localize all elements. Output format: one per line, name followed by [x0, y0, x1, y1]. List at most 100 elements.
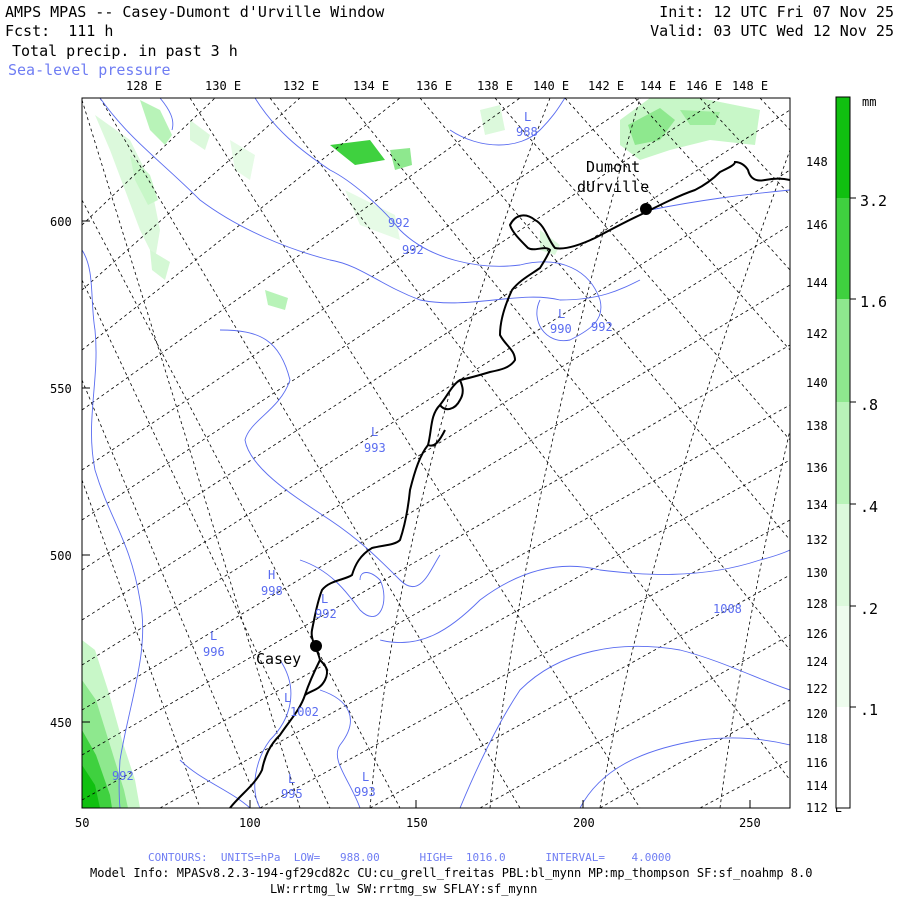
- fcst-label: Fcst:: [5, 22, 51, 40]
- colorbar-label: .4: [860, 498, 878, 516]
- pressure-label: 1008: [713, 602, 742, 616]
- pressure-label: 992: [402, 243, 424, 257]
- lon-label: 140 E: [533, 79, 569, 93]
- edge-label: 126 E: [806, 627, 842, 641]
- stations: Dumont dUrville Casey: [256, 158, 652, 668]
- pressure-label: L: [371, 425, 378, 439]
- y-tick-label: 450: [50, 716, 72, 730]
- edge-label: 116 E: [806, 756, 842, 770]
- lat-lon-grid: [82, 98, 790, 808]
- edge-label: 136 E: [806, 461, 842, 475]
- pressure-label: L: [321, 592, 328, 606]
- coastline: [229, 160, 790, 808]
- edge-label: 142 E: [806, 327, 842, 341]
- edge-label: 132 E: [806, 533, 842, 547]
- colorbar-label: .8: [860, 396, 878, 414]
- colorbar-swatch-1.6: [836, 198, 850, 299]
- edge-label: 118 E: [806, 732, 842, 746]
- colorbar-unit: mm: [862, 95, 876, 109]
- edge-label: 144 E: [806, 276, 842, 290]
- model-info-line2: LW:rrtmg_lw SW:rrtmg_sw SFLAY:sf_mynn: [270, 882, 538, 896]
- fcst-value: 111 h: [68, 22, 114, 40]
- lon-label: 146 E: [686, 79, 722, 93]
- x-tick-label: 200: [573, 816, 595, 830]
- pressure-label: 992: [112, 769, 134, 783]
- x-tick-label: 50: [75, 816, 89, 830]
- lon-label: 132 E: [283, 79, 319, 93]
- pressure-label: 1002: [290, 705, 319, 719]
- pressure-label: 993: [354, 785, 376, 799]
- pressure-label: L: [362, 770, 369, 784]
- edge-label: 114 E: [806, 779, 842, 793]
- pressure-label: 992: [388, 216, 410, 230]
- edge-label: 124 E: [806, 655, 842, 669]
- colorbar-swatch-0.8: [836, 299, 850, 402]
- isobars: [82, 98, 790, 808]
- lon-label: 136 E: [416, 79, 452, 93]
- edge-label: 130 E: [806, 566, 842, 580]
- pressure-label: H: [268, 568, 275, 582]
- edge-label: 138 E: [806, 419, 842, 433]
- pressure-label: 992: [591, 320, 613, 334]
- lon-label: 134 E: [353, 79, 389, 93]
- colorbar-swatch-none: [836, 707, 850, 808]
- colorbar-swatch-3.2: [836, 97, 850, 198]
- precip-shading: [82, 98, 760, 808]
- map-title: AMPS MPAS -- Casey-Dumont d'Urville Wind…: [5, 3, 385, 21]
- top-longitude-labels: 128 E 130 E 132 E 134 E 136 E 138 E 140 …: [126, 79, 768, 93]
- edge-label: 112 E: [806, 801, 842, 815]
- pressure-label: L: [524, 110, 531, 124]
- edge-label: 122 E: [806, 682, 842, 696]
- edge-label: 148 E: [806, 155, 842, 169]
- colorbar-frame: [835, 96, 851, 809]
- y-tick-label: 600: [50, 215, 72, 229]
- pressure-label: 990: [550, 322, 572, 336]
- y-tick-label: 550: [50, 382, 72, 396]
- edge-label: 146 E: [806, 218, 842, 232]
- x-tick-label: 150: [406, 816, 428, 830]
- contour-info: CONTOURS: UNITS=hPa LOW= 988.00 HIGH= 10…: [148, 851, 672, 864]
- edge-label: 128 E: [806, 597, 842, 611]
- pressure-label: L: [288, 772, 295, 786]
- pressure-label: L: [210, 629, 217, 643]
- pressure-label: L: [284, 691, 291, 705]
- lon-label: 144 E: [640, 79, 676, 93]
- station-durville-label: dUrville: [577, 178, 649, 196]
- init-time: Init: 12 UTC Fri 07 Nov 25: [659, 3, 894, 21]
- lon-label: 130 E: [205, 79, 241, 93]
- pressure-label: L: [558, 307, 565, 321]
- lon-label: 138 E: [477, 79, 513, 93]
- pressure-label: 988: [516, 125, 538, 139]
- colorbar-label: 1.6: [860, 293, 887, 311]
- pressure-label: 995: [281, 787, 303, 801]
- pressure-labels: L 988 992 992 L 990 992 L 993 H 998 L 99…: [112, 110, 742, 801]
- x-axis: 50 100 150 200 250: [75, 800, 761, 830]
- y-axis: 450 500 550 600: [50, 215, 90, 730]
- right-edge-labels: 148 E 146 E 144 E 142 E 140 E 138 E 136 …: [806, 155, 842, 815]
- colorbar-swatch-0.2: [836, 504, 850, 606]
- y-tick-label: 500: [50, 549, 72, 563]
- station-dumont-label: Dumont: [586, 158, 640, 176]
- map-plot-area: L 988 992 992 L 990 992 L 993 H 998 L 99…: [82, 98, 790, 808]
- pressure-label: 993: [364, 441, 386, 455]
- pressure-label: 992: [315, 607, 337, 621]
- x-tick-label: 100: [239, 816, 261, 830]
- edge-label: 134 E: [806, 498, 842, 512]
- colorbar: mm 3.2 1.6 .8 .4 .2 .1: [835, 95, 887, 809]
- station-casey-marker: [310, 640, 322, 652]
- lon-label: 142 E: [588, 79, 624, 93]
- forecast-hour: Fcst: 111 h: [5, 23, 113, 40]
- plot-frame: [81, 97, 791, 809]
- x-tick-label: 250: [739, 816, 761, 830]
- lon-label: 128 E: [126, 79, 162, 93]
- model-info: Model Info: MPASv8.2.3-194-gf29cd82c CU:…: [90, 866, 813, 880]
- lon-label: 148 E: [732, 79, 768, 93]
- station-dumont-durville-marker: [640, 203, 652, 215]
- colorbar-label: .1: [860, 701, 878, 719]
- field-precip-label: Total precip. in past 3 h: [12, 42, 238, 60]
- pressure-label: 998: [261, 584, 283, 598]
- pressure-label: 996: [203, 645, 225, 659]
- field-slp-label: Sea-level pressure: [8, 61, 171, 79]
- edge-label: 140 E: [806, 376, 842, 390]
